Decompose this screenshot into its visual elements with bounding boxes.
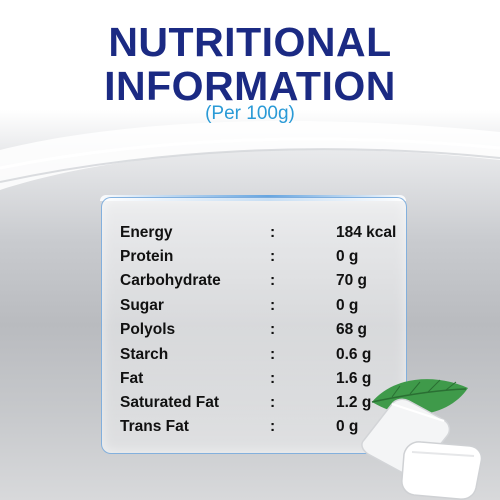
nutrient-name: Energy: [120, 224, 173, 241]
nutrient-value: 184 kcal: [336, 224, 397, 241]
nutrient-name: Saturated Fat: [120, 394, 220, 411]
nutrition-row-fat: Fat : 1.6 g: [102, 370, 406, 394]
nutrient-name: Protein: [120, 248, 174, 265]
nutrition-row-protein: Protein : 0 g: [102, 248, 406, 272]
nutrition-row-sugar: Sugar : 0 g: [102, 297, 406, 321]
nutrient-value: 0 g: [336, 248, 359, 265]
separator: :: [270, 321, 276, 338]
nutrition-row-polyols: Polyols : 68 g: [102, 321, 406, 345]
separator: :: [270, 418, 276, 435]
nutrition-row-carbohydrate: Carbohydrate : 70 g: [102, 272, 406, 296]
nutrient-value: 1.2 g: [336, 394, 372, 411]
nutrition-row-saturated-fat: Saturated Fat : 1.2 g: [102, 394, 406, 418]
separator: :: [270, 248, 276, 265]
nutrient-value: 1.6 g: [336, 370, 372, 387]
nutrient-name: Sugar: [120, 297, 164, 314]
page-title-line-1: NUTRITIONAL: [108, 19, 392, 65]
nutrient-name: Trans Fat: [120, 418, 189, 435]
page-title-line-2: INFORMATION: [104, 63, 396, 109]
nutrition-row-trans-fat: Trans Fat : 0 g: [102, 418, 406, 442]
separator: :: [270, 370, 276, 387]
nutrient-name: Carbohydrate: [120, 272, 221, 289]
nutrient-name: Starch: [120, 346, 169, 363]
separator: :: [270, 272, 276, 289]
gum-pellet-icon: [401, 441, 483, 500]
nutrient-name: Fat: [120, 370, 144, 387]
nutrient-value: 70 g: [336, 272, 368, 289]
nutrient-value: 0 g: [336, 297, 359, 314]
separator: :: [270, 394, 276, 411]
nutrient-name: Polyols: [120, 321, 176, 338]
nutrition-row-starch: Starch : 0.6 g: [102, 346, 406, 370]
separator: :: [270, 224, 276, 241]
nutrient-value: 0.6 g: [336, 346, 372, 363]
nutrition-row-energy: Energy : 184 kcal: [102, 224, 406, 248]
separator: :: [270, 297, 276, 314]
page-subtitle: (Per 100g): [205, 103, 295, 124]
nutrition-table: Energy : 184 kcal Protein : 0 g Carbohyd…: [101, 197, 407, 454]
nutrient-value: 0 g: [336, 418, 359, 435]
nutrient-value: 68 g: [336, 321, 368, 338]
separator: :: [270, 346, 276, 363]
